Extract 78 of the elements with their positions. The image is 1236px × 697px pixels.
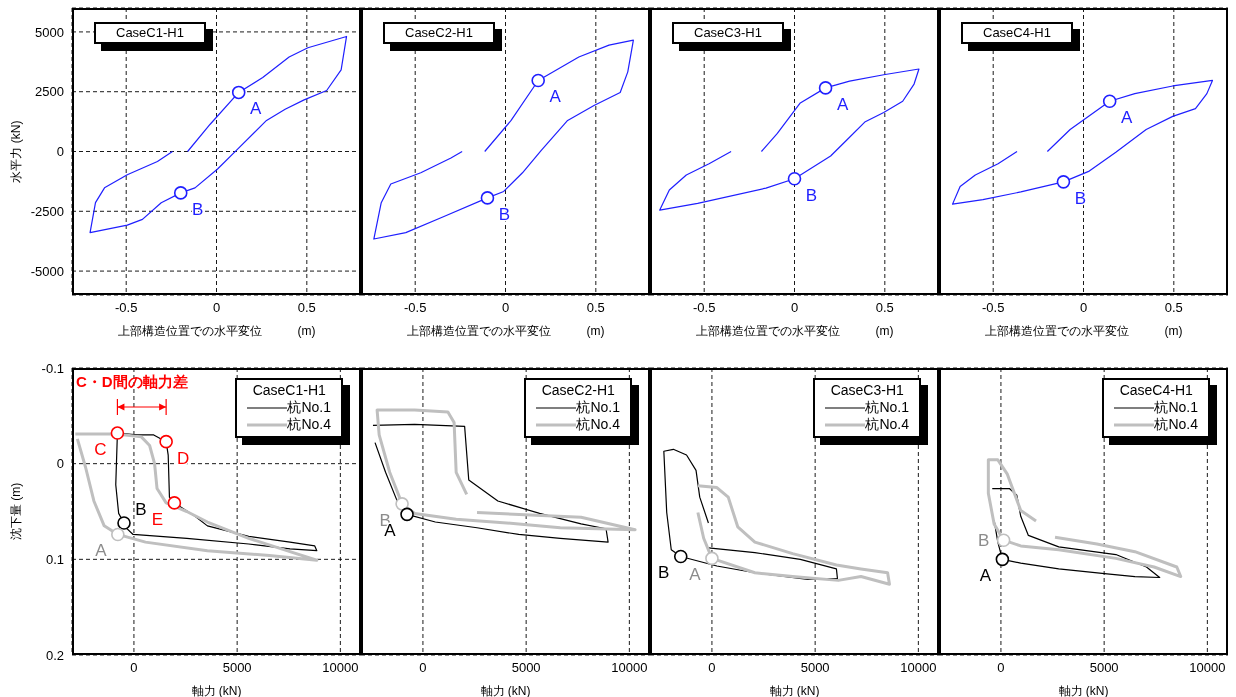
x-axis-title: 上部構造位置での水平変位 (m) (406, 324, 605, 338)
annotation: A (250, 99, 263, 119)
x-tick-label: 0 (130, 660, 138, 676)
y-tick-label: -0.1 (41, 360, 64, 376)
x-tick-label: 0.5 (586, 300, 605, 316)
annotation: A (1121, 108, 1134, 128)
annotation: B (135, 499, 147, 519)
x-axis-title: 軸力 (kN) (191, 684, 242, 697)
annotation: A (979, 566, 992, 586)
annotation: C (94, 440, 107, 460)
legend-label: 杭No.1 (576, 399, 620, 416)
line-series (89, 35, 348, 234)
point (111, 527, 125, 542)
annotation: A (549, 87, 562, 107)
legend-title: CaseC3-H1 (829, 382, 905, 399)
annotation: B (1074, 188, 1087, 208)
x-axis-title: 軸力 (kN) (480, 684, 531, 697)
x-tick-label: 0.5 (1164, 300, 1183, 316)
x-tick-label: 10000 (1189, 660, 1226, 676)
y-tick-label: 0.2 (45, 647, 64, 663)
x-tick-label: 0 (501, 300, 510, 316)
x-tick-label: 0.5 (297, 300, 316, 316)
legend-label: 杭No.1 (865, 399, 909, 416)
annotation: B (498, 204, 511, 224)
legend-label: 杭No.4 (1154, 416, 1198, 433)
x-tick-label: 0 (1079, 300, 1088, 316)
x-tick-label: 5000 (511, 660, 541, 676)
annotation: B (658, 563, 670, 583)
x-tick-label: -0.5 (114, 300, 138, 316)
point (159, 434, 173, 449)
legend-title: CaseC2-H1 (540, 382, 616, 399)
x-tick-label: 5000 (1089, 660, 1119, 676)
y-tick-label: -2500 (30, 203, 64, 219)
x-tick-label: 10000 (611, 660, 648, 676)
x-tick-label: -0.5 (692, 300, 716, 316)
x-axis-title: 軸力 (kN) (1058, 684, 1109, 697)
y-axis-title: 沈下量 (m) (9, 482, 24, 541)
x-tick-label: 5000 (222, 660, 252, 676)
y-axis-title: 水平力 (kN) (9, 120, 24, 183)
x-axis-title: 上部構造位置での水平変位 (m) (984, 324, 1183, 338)
annotation: B (805, 185, 818, 205)
point (110, 426, 125, 440)
x-tick-label: 0 (212, 300, 221, 316)
legend-label: 杭No.4 (576, 416, 620, 433)
y-tick-label: -5000 (30, 263, 64, 279)
x-axis-title: 上部構造位置での水平変位 (m) (695, 324, 894, 338)
y-tick-label: 5000 (35, 24, 64, 40)
annotation: C・D間の軸力差 (76, 373, 188, 390)
y-tick-label: 0.1 (45, 551, 64, 567)
legend-label: 杭No.1 (1154, 399, 1198, 416)
x-tick-label: 10000 (900, 660, 937, 676)
y-tick-label: 0 (56, 144, 64, 160)
point (167, 496, 182, 510)
x-tick-label: 0 (790, 300, 799, 316)
annotation: B (977, 531, 990, 551)
annotation: E (151, 509, 164, 529)
y-tick-label: 2500 (35, 84, 64, 100)
x-tick-label: 5000 (800, 660, 830, 676)
legend-label: 杭No.4 (865, 416, 909, 433)
x-tick-label: 10000 (322, 660, 359, 676)
legend-title: CaseC4-H1 (1118, 382, 1194, 399)
x-axis-title: 上部構造位置での水平変位 (m) (117, 324, 316, 338)
point (117, 516, 131, 530)
legend-label: 杭No.4 (287, 416, 331, 433)
legend-title: CaseC1-H1 (251, 382, 327, 399)
x-tick-label: 0 (997, 660, 1005, 676)
x-axis-title: 軸力 (kN) (769, 684, 820, 697)
annotation: D (176, 448, 190, 468)
annotation: A (836, 94, 849, 114)
x-tick-label: -0.5 (981, 300, 1005, 316)
legend-label: 杭No.1 (287, 399, 331, 416)
annotation: A (95, 541, 108, 561)
x-tick-label: 0 (419, 660, 427, 676)
annotation: A (689, 565, 702, 585)
x-tick-label: -0.5 (403, 300, 427, 316)
y-tick-label: 0 (56, 456, 64, 472)
x-tick-label: 0 (708, 660, 716, 676)
x-tick-label: 0.5 (875, 300, 894, 316)
